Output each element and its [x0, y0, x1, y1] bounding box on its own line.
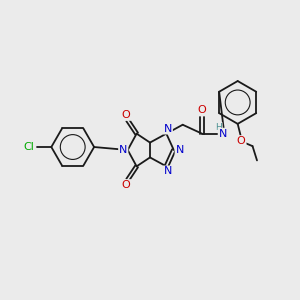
Text: O: O	[237, 136, 246, 146]
Text: N: N	[219, 129, 227, 139]
Text: N: N	[164, 124, 172, 134]
Text: O: O	[122, 180, 130, 190]
Text: N: N	[119, 145, 128, 155]
Text: H: H	[215, 123, 222, 132]
Text: O: O	[198, 106, 206, 116]
Text: N: N	[176, 145, 184, 155]
Text: N: N	[164, 167, 172, 176]
Text: Cl: Cl	[24, 142, 34, 152]
Text: O: O	[122, 110, 130, 120]
